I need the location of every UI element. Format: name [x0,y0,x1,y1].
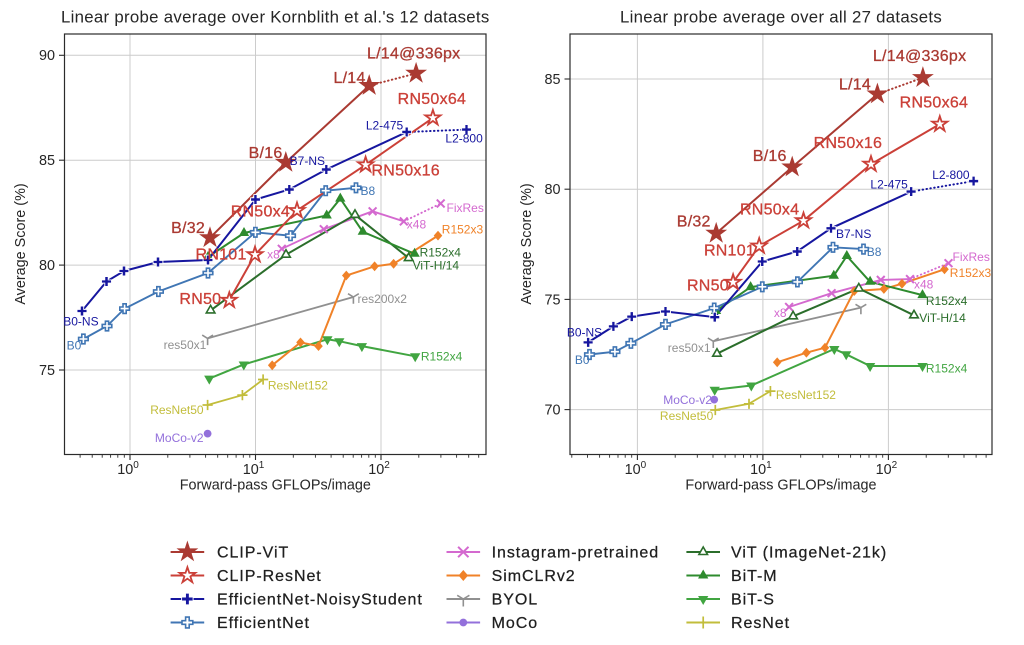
svg-text:RN50: RN50 [179,291,221,308]
svg-text:L/14: L/14 [839,76,871,93]
svg-text:75: 75 [544,292,560,308]
svg-text:ViT-H/14: ViT-H/14 [413,258,460,272]
svg-text:L2-800: L2-800 [445,131,483,145]
svg-text:L2-475: L2-475 [366,119,404,133]
svg-text:RN50x4: RN50x4 [740,201,799,218]
svg-text:RN101: RN101 [196,247,247,264]
svg-text:MoCo-v2: MoCo-v2 [663,393,712,407]
svg-text:B0: B0 [575,353,590,367]
svg-text:B/32: B/32 [677,214,711,231]
svg-text:x48: x48 [407,217,427,231]
svg-text:B8: B8 [867,245,882,259]
svg-text:80: 80 [39,258,55,274]
svg-text:Instagram-pretrained: Instagram-pretrained [492,545,660,562]
svg-text:B/16: B/16 [249,145,283,162]
svg-text:B7-NS: B7-NS [290,154,325,168]
svg-text:R152x4: R152x4 [926,362,968,376]
svg-text:res50x1: res50x1 [668,341,711,355]
svg-text:Average Score (%): Average Score (%) [519,183,535,304]
svg-text:MoCo-v2: MoCo-v2 [155,431,204,445]
svg-text:Forward-pass GFLOPs/image: Forward-pass GFLOPs/image [180,478,371,494]
svg-text:FixRes: FixRes [447,201,484,215]
svg-text:RN50x64: RN50x64 [900,95,968,112]
svg-text:L/14@336px: L/14@336px [367,45,460,62]
svg-text:80: 80 [544,182,560,198]
svg-text:ResNet: ResNet [731,615,790,632]
svg-text:L2-800: L2-800 [932,168,970,182]
svg-text:90: 90 [39,48,55,64]
svg-text:RN50x16: RN50x16 [372,163,440,180]
svg-text:L/14: L/14 [333,70,365,87]
svg-text:ResNet152: ResNet152 [776,388,836,402]
svg-text:EfficientNet: EfficientNet [217,615,310,632]
svg-text:res50x1: res50x1 [164,338,207,352]
svg-text:R152x3: R152x3 [950,266,992,280]
svg-text:B/32: B/32 [171,220,205,237]
svg-text:CLIP-ResNet: CLIP-ResNet [217,568,322,585]
svg-text:EfficientNet-NoisyStudent: EfficientNet-NoisyStudent [217,592,423,609]
svg-text:RN50x64: RN50x64 [398,91,466,108]
svg-text:ResNet50: ResNet50 [660,409,714,423]
svg-text:75: 75 [39,363,55,379]
svg-text:BiT-M: BiT-M [731,568,778,585]
svg-text:x8: x8 [774,306,787,320]
svg-text:RN101: RN101 [704,242,755,259]
svg-text:R152x3: R152x3 [442,223,484,237]
svg-text:RN50: RN50 [687,277,729,294]
svg-text:SimCLRv2: SimCLRv2 [492,568,576,585]
svg-text:BYOL: BYOL [492,592,538,609]
svg-text:x8: x8 [267,247,280,261]
svg-text:x48: x48 [914,277,934,291]
svg-text:Linear probe average over all: Linear probe average over all 27 dataset… [620,8,942,27]
svg-text:B/16: B/16 [753,148,787,165]
svg-text:85: 85 [544,72,560,88]
svg-text:B8: B8 [361,184,376,198]
svg-text:Average Score (%): Average Score (%) [13,183,29,304]
svg-text:ViT-H/14: ViT-H/14 [919,311,966,325]
svg-text:CLIP-ViT: CLIP-ViT [217,545,289,562]
svg-text:70: 70 [544,403,560,419]
svg-text:Linear probe average over Korn: Linear probe average over Kornblith et a… [61,8,490,27]
svg-text:L2-475: L2-475 [870,178,908,192]
svg-text:Forward-pass GFLOPs/image: Forward-pass GFLOPs/image [685,478,876,494]
svg-text:ResNet152: ResNet152 [268,379,328,393]
svg-text:B0-NS: B0-NS [63,315,98,329]
svg-text:L/14@336px: L/14@336px [873,48,966,65]
svg-text:R152x4: R152x4 [421,350,463,364]
svg-text:85: 85 [39,153,55,169]
svg-text:ViT (ImageNet-21k): ViT (ImageNet-21k) [731,545,887,562]
svg-text:RN50x4: RN50x4 [231,203,290,220]
svg-text:MoCo: MoCo [492,615,538,632]
svg-text:R152x4: R152x4 [420,246,462,260]
svg-text:B7-NS: B7-NS [836,227,871,241]
svg-text:FixRes: FixRes [953,250,990,264]
svg-text:ResNet50: ResNet50 [150,403,204,417]
svg-text:B0-NS: B0-NS [567,326,602,340]
svg-text:RN50x16: RN50x16 [814,135,882,152]
svg-text:B0: B0 [67,339,82,353]
svg-text:R152x4: R152x4 [926,294,968,308]
svg-text:res200x2: res200x2 [358,292,408,306]
svg-text:BiT-S: BiT-S [731,592,775,609]
